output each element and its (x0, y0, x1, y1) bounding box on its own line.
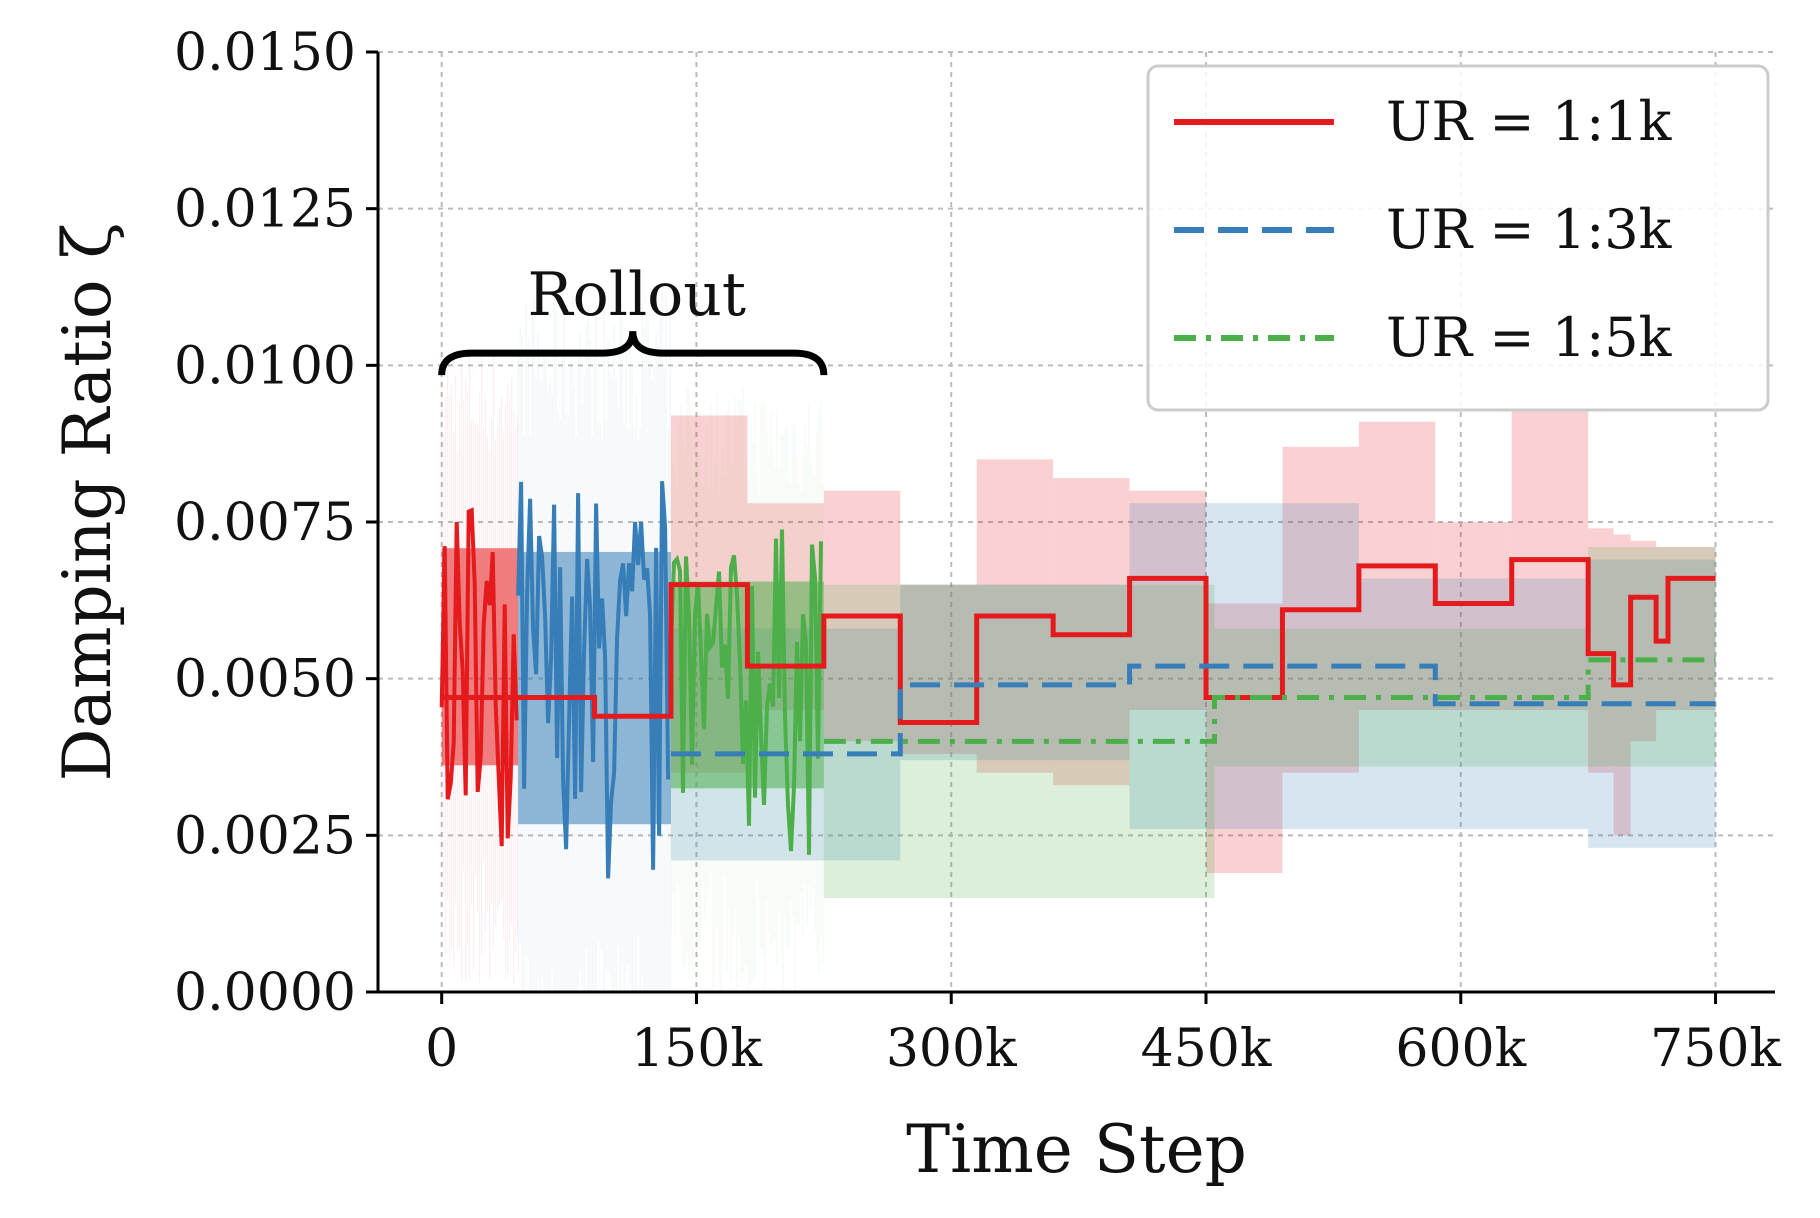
y-tick-label: 0.0000 (174, 963, 356, 1023)
band-segment (1435, 522, 1512, 710)
confidence-bands (670, 409, 1716, 898)
y-tick-label: 0.0025 (174, 806, 356, 866)
x-tick-label: 450k (1141, 1019, 1272, 1079)
legend-label: UR = 1:1k (1386, 90, 1673, 153)
y-tick-label: 0.0075 (174, 493, 356, 553)
legend-box (1146, 64, 1770, 412)
band-segment (1588, 547, 1716, 767)
band-segment (900, 584, 977, 754)
rollout-brace (438, 330, 828, 376)
axes: 0 150k 300k 450k 600k 750k 0.0000 0.0025 0.0050 0… (174, 23, 1781, 1079)
y-tick-label: 0.0150 (174, 23, 356, 83)
rollout-noise (439, 292, 824, 992)
x-tick-label: 600k (1395, 1019, 1526, 1079)
y-axis-title: Damping Ratio ζ (49, 223, 126, 782)
x-tick-label: 150k (631, 1019, 762, 1079)
band-segment (1129, 490, 1207, 710)
legend-label: UR = 1:5k (1386, 306, 1673, 369)
band-segment (1630, 540, 1657, 742)
x-tick-label: 0 (425, 1019, 458, 1079)
band-segment (1053, 478, 1130, 786)
series-line (823, 657, 1716, 744)
series-line (441, 557, 1716, 726)
legend: UR = 1:1k UR = 1:3k UR = 1:5k (1146, 64, 1770, 412)
x-axis-title: Time Step (906, 1111, 1247, 1188)
band-segment (1588, 528, 1614, 773)
series-line (670, 663, 1716, 757)
y-tick-label: 0.0100 (174, 336, 356, 396)
noise-trace (669, 529, 823, 855)
y-tick-label: 0.0125 (174, 180, 356, 240)
band-segment (1206, 603, 1283, 873)
noise-trace (439, 507, 519, 847)
noise-trace (516, 481, 671, 879)
rollout-label: Rollout (527, 260, 746, 330)
x-tick-label: 300k (886, 1019, 1017, 1079)
legend-label: UR = 1:3k (1386, 198, 1673, 261)
rollout-annotation: Rollout (438, 260, 828, 376)
series-lines (441, 557, 1716, 757)
x-tick-label: 750k (1650, 1019, 1781, 1079)
y-tick-label: 0.0050 (174, 650, 356, 710)
